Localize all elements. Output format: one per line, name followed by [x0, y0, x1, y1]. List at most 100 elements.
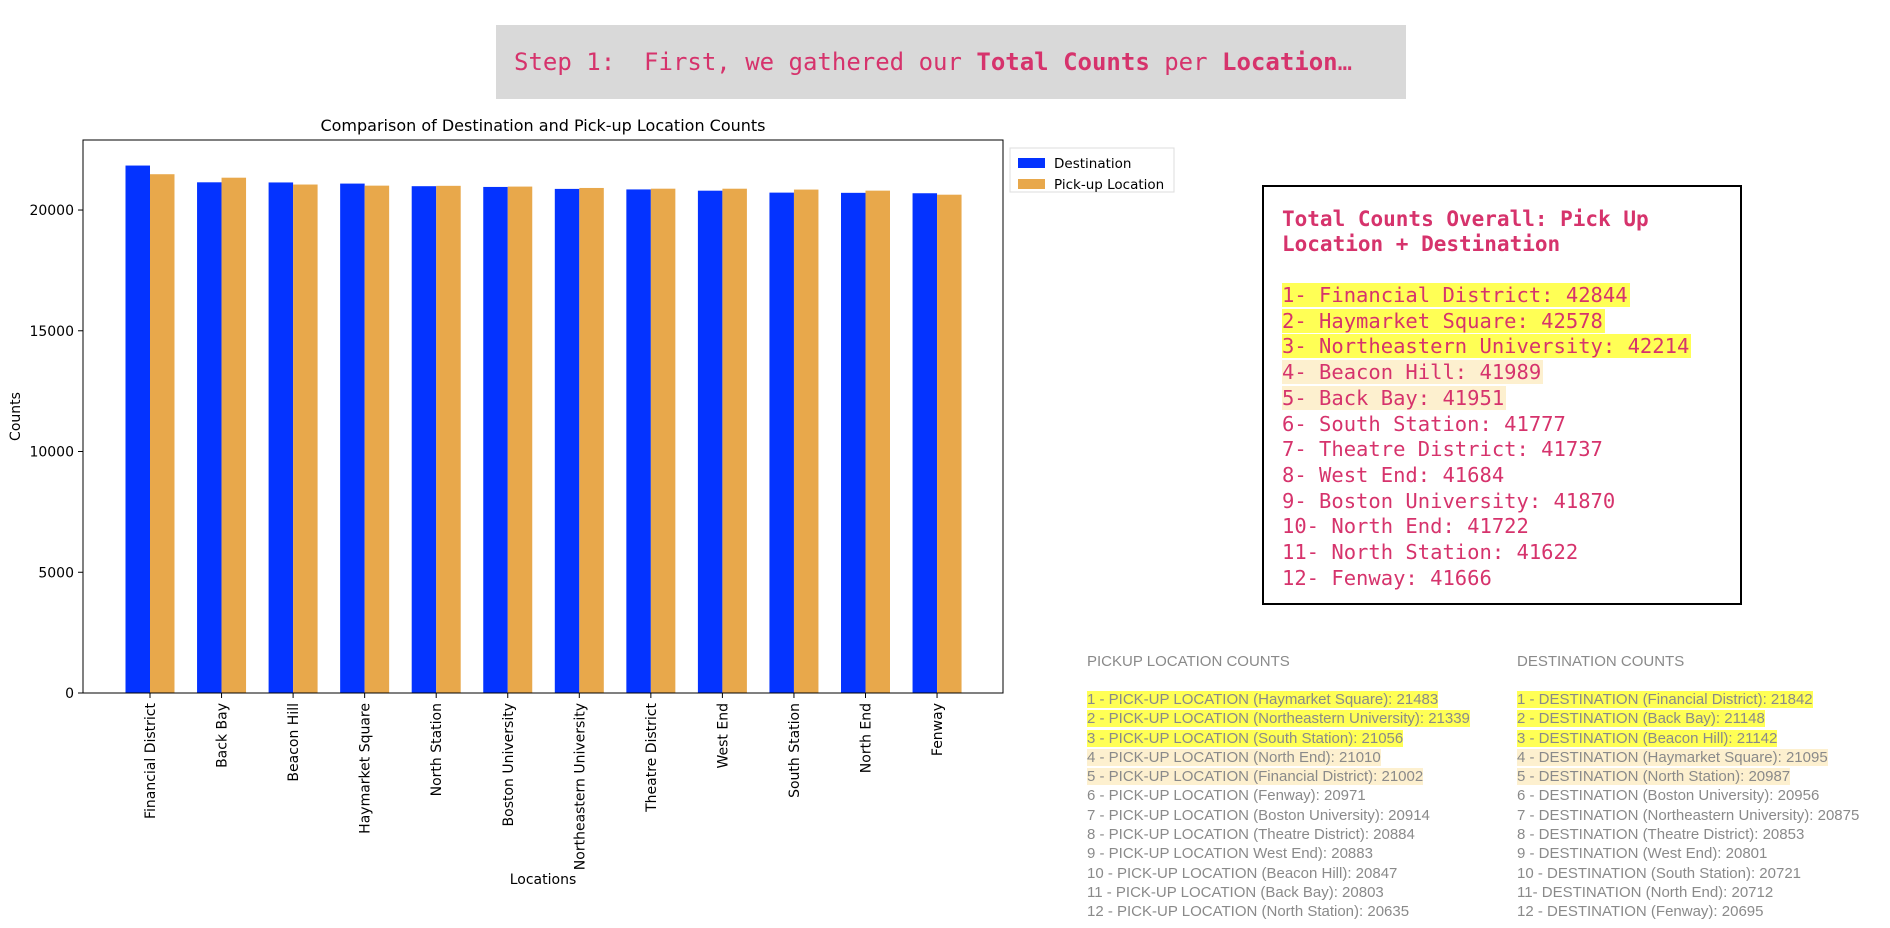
totals-item-text: 5- Back Bay: 41951: [1282, 385, 1507, 410]
pickup-count-item-text: 2 - PICK-UP LOCATION (Northeastern Unive…: [1087, 710, 1470, 728]
bar-pickup: [293, 184, 318, 693]
bar-destination: [626, 189, 651, 693]
totals-item: 7- Theatre District: 41737: [1282, 437, 1722, 463]
destination-count-item-text: 12 - DESTINATION (Fenway): 20695: [1517, 903, 1764, 921]
destination-count-item: 1 - DESTINATION (Financial District): 21…: [1517, 690, 1859, 709]
x-axis-label: Locations: [510, 872, 577, 888]
y-tick-label: 5000: [38, 565, 74, 581]
legend-swatch: [1018, 179, 1045, 189]
banner-middle: per: [1149, 48, 1223, 76]
x-tick-label: Fenway: [930, 703, 946, 756]
totals-item: 8- West End: 41684: [1282, 463, 1722, 489]
totals-item-text: 10- North End: 41722: [1282, 514, 1529, 539]
destination-count-item: 6 - DESTINATION (Boston University): 209…: [1517, 786, 1859, 805]
bar-destination: [697, 190, 723, 693]
pickup-count-item-text: 1 - PICK-UP LOCATION (Haymarket Square):…: [1087, 691, 1439, 708]
pickup-count-item: 12 - PICK-UP LOCATION (North Station): 2…: [1087, 902, 1470, 921]
destination-count-item-text: 4 - DESTINATION (Haymarket Square): 2109…: [1517, 748, 1828, 766]
destination-count-item: 11- DESTINATION (North End): 20712: [1517, 883, 1859, 902]
pickup-count-item-text: 8 - PICK-UP LOCATION (Theatre District):…: [1087, 826, 1415, 844]
chart-title: Comparison of Destination and Pick-up Lo…: [320, 116, 765, 135]
pickup-count-item: 9 - PICK-UP LOCATION West End): 20883: [1087, 844, 1470, 863]
x-tick-label: Theatre District: [644, 702, 660, 812]
y-tick-label: 15000: [29, 324, 74, 340]
totals-item: 9- Boston University: 41870: [1282, 489, 1722, 515]
totals-item-text: 2- Haymarket Square: 42578: [1282, 308, 1605, 333]
pickup-count-item: 2 - PICK-UP LOCATION (Northeastern Unive…: [1087, 709, 1470, 728]
y-axis-label: Counts: [8, 392, 24, 441]
totals-item: 10- North End: 41722: [1282, 514, 1722, 540]
bar-destination: [197, 182, 222, 694]
destination-count-item: 7 - DESTINATION (Northeastern University…: [1517, 806, 1859, 825]
y-tick-label: 20000: [29, 203, 74, 219]
totals-item-text: 4- Beacon Hill: 41989: [1282, 360, 1544, 385]
bar-pickup: [865, 190, 890, 693]
y-tick-label: 0: [65, 686, 74, 702]
destination-count-item-text: 3 - DESTINATION (Beacon Hill): 21142: [1517, 729, 1778, 747]
pickup-counts-column: PICKUP LOCATION COUNTS 1 - PICK-UP LOCAT…: [1087, 652, 1470, 922]
destination-counts-column: DESTINATION COUNTS 1 - DESTINATION (Fina…: [1517, 652, 1859, 922]
pickup-count-item: 11 - PICK-UP LOCATION (Back Bay): 20803: [1087, 883, 1470, 902]
totals-title-line1: Total Counts Overall: Pick Up: [1282, 207, 1649, 231]
x-tick-label: Financial District: [143, 702, 159, 819]
bar-pickup: [150, 174, 175, 693]
pickup-count-item-text: 11 - PICK-UP LOCATION (Back Bay): 20803: [1087, 883, 1384, 901]
totals-item-text: 8- West End: 41684: [1282, 462, 1505, 487]
destination-count-item-text: 6 - DESTINATION (Boston University): 209…: [1517, 787, 1820, 805]
legend-swatch: [1018, 158, 1045, 168]
bar-destination: [340, 183, 365, 693]
pickup-count-item: 7 - PICK-UP LOCATION (Boston University)…: [1087, 806, 1470, 825]
totals-title: Total Counts Overall: Pick Up Location +…: [1282, 207, 1722, 257]
pickup-count-item: 8 - PICK-UP LOCATION (Theatre District):…: [1087, 825, 1470, 844]
bar-destination: [411, 186, 437, 693]
destination-count-item: 5 - DESTINATION (North Station): 20987: [1517, 767, 1859, 786]
x-tick-label: Northeastern University: [572, 703, 588, 870]
totals-item-text: 3- Northeastern University: 42214: [1282, 334, 1692, 359]
totals-item: 5- Back Bay: 41951: [1282, 385, 1722, 412]
destination-count-item: 3 - DESTINATION (Beacon Hill): 21142: [1517, 729, 1859, 748]
destination-count-item: 2 - DESTINATION (Back Bay): 21148: [1517, 709, 1859, 728]
legend-label: Pick-up Location: [1054, 177, 1164, 193]
banner-bold-location: Location: [1222, 48, 1338, 76]
destination-count-item: 8 - DESTINATION (Theatre District): 2085…: [1517, 825, 1859, 844]
pickup-count-item: 10 - PICK-UP LOCATION (Beacon Hill): 208…: [1087, 864, 1470, 883]
destination-count-item: 9 - DESTINATION (West End): 20801: [1517, 844, 1859, 863]
pickup-count-item: 1 - PICK-UP LOCATION (Haymarket Square):…: [1087, 690, 1470, 709]
bar-pickup: [793, 189, 819, 693]
totals-item-text: 12- Fenway: 41666: [1282, 565, 1492, 590]
bar-pickup: [579, 187, 604, 693]
destination-count-item: 10 - DESTINATION (South Station): 20721: [1517, 864, 1859, 883]
destination-count-item-text: 7 - DESTINATION (Northeastern University…: [1517, 806, 1860, 824]
bar-pickup: [436, 185, 461, 693]
pickup-count-item: 3 - PICK-UP LOCATION (South Station): 21…: [1087, 729, 1470, 748]
bar-pickup: [722, 188, 747, 693]
destination-count-item-text: 5 - DESTINATION (North Station): 20987: [1517, 768, 1791, 786]
bar-pickup: [221, 177, 247, 693]
totals-item-text: 9- Boston University: 41870: [1282, 488, 1616, 513]
x-tick-label: Beacon Hill: [286, 703, 302, 782]
x-tick-label: Back Bay: [215, 703, 231, 768]
destination-count-item: 12 - DESTINATION (Fenway): 20695: [1517, 902, 1859, 921]
bar-pickup: [507, 186, 533, 693]
banner-bold-total-counts: Total Counts: [976, 48, 1150, 76]
totals-item: 2- Haymarket Square: 42578: [1282, 308, 1722, 335]
x-tick-label: North End: [859, 703, 875, 773]
y-tick-label: 10000: [29, 445, 74, 461]
bar-pickup: [937, 194, 962, 693]
totals-item-text: 11- North Station: 41622: [1282, 540, 1579, 565]
bar-destination: [554, 188, 580, 693]
totals-item-text: 1- Financial District: 42844: [1282, 283, 1630, 307]
bar-destination: [769, 192, 794, 694]
destination-count-item-text: 11- DESTINATION (North End): 20712: [1517, 883, 1774, 901]
x-tick-label: Haymarket Square: [358, 703, 374, 834]
totals-item: 12- Fenway: 41666: [1282, 566, 1722, 592]
bar-destination: [125, 165, 150, 694]
destination-count-item-text: 8 - DESTINATION (Theatre District): 2085…: [1517, 826, 1805, 844]
destination-count-item: 4 - DESTINATION (Haymarket Square): 2109…: [1517, 748, 1859, 767]
pickup-count-item-text: 12 - PICK-UP LOCATION (North Station): 2…: [1087, 903, 1410, 921]
pickup-count-item-text: 7 - PICK-UP LOCATION (Boston University)…: [1087, 806, 1430, 824]
bar-chart: Comparison of Destination and Pick-up Lo…: [8, 116, 1175, 888]
pickup-counts-list: 1 - PICK-UP LOCATION (Haymarket Square):…: [1087, 690, 1470, 922]
bar-destination: [912, 193, 938, 693]
bar-pickup: [650, 188, 676, 693]
